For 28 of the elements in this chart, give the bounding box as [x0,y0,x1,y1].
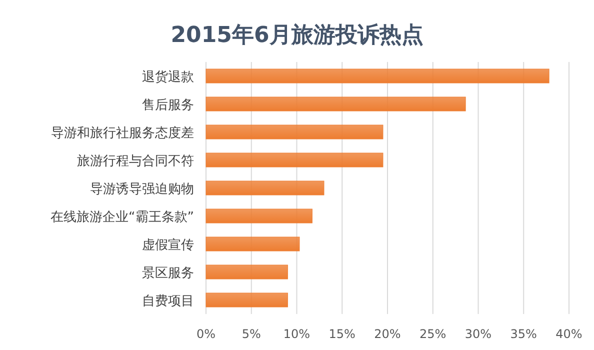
bar [206,208,312,224]
x-tick-label: 30% [464,327,492,341]
x-tick-label: 5% [242,327,261,341]
x-tick-label: 35% [510,327,537,341]
bar [206,68,550,84]
y-tick-label: 景区服务 [142,266,194,281]
x-tick-label: 40% [556,327,582,341]
bar [206,180,324,196]
y-tick-label: 退货退款 [142,70,194,85]
bar [206,152,384,168]
y-tick-label: 导游和旅行社服务态度差 [51,125,194,141]
bar [206,264,288,280]
x-tick-label: 25% [420,327,446,341]
y-tick-label: 导游诱导强迫购物 [90,182,194,197]
y-tick-label: 售后服务 [142,98,194,113]
bar [206,96,466,112]
chart-title: 2015年6月旅游投诉热点 [170,23,424,48]
bar [206,124,384,140]
y-tick-label: 旅游行程与合同不符 [77,154,194,169]
y-tick-label: 在线旅游企业“霸王条款” [50,210,194,225]
y-tick-label: 自费项目 [142,294,194,309]
x-tick-label: 15% [328,327,356,341]
bar [206,292,288,308]
y-tick-label: 虚假宣传 [142,237,194,253]
x-tick-label: 10% [283,327,310,341]
bar [206,236,300,252]
x-tick-label: 20% [374,327,401,341]
x-tick-label: 0% [196,327,216,341]
